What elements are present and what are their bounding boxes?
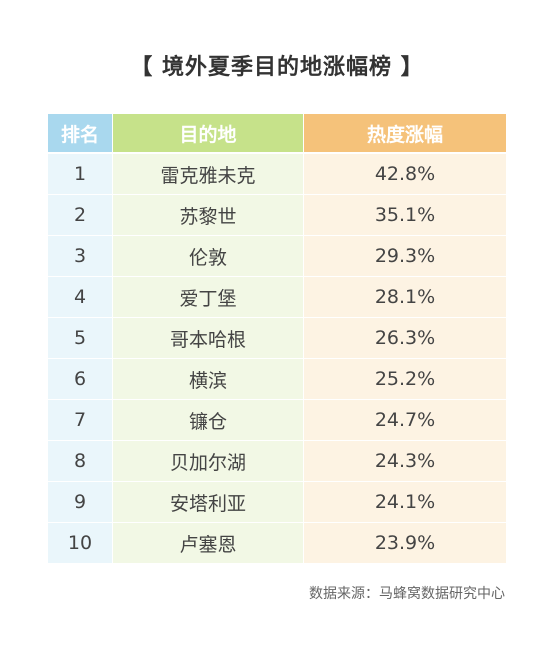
rank-cell: 5 bbox=[48, 318, 112, 358]
destination-cell: 苏黎世 bbox=[113, 195, 303, 235]
table-row: 6 横滨 25.2% bbox=[48, 359, 506, 399]
ranking-table: 排名 目的地 热度涨幅 1 雷克雅未克 42.8% 2 苏黎世 35.1% 3 … bbox=[48, 114, 506, 564]
rise-cell: 35.1% bbox=[304, 195, 506, 235]
header-rise: 热度涨幅 bbox=[304, 114, 506, 152]
table-row: 2 苏黎世 35.1% bbox=[48, 195, 506, 235]
rank-cell: 8 bbox=[48, 441, 112, 481]
header-rank: 排名 bbox=[48, 114, 112, 152]
rise-cell: 24.3% bbox=[304, 441, 506, 481]
rise-cell: 25.2% bbox=[304, 359, 506, 399]
table-row: 4 爱丁堡 28.1% bbox=[48, 277, 506, 317]
rank-cell: 9 bbox=[48, 482, 112, 522]
destination-cell: 安塔利亚 bbox=[113, 482, 303, 522]
rise-cell: 24.7% bbox=[304, 400, 506, 440]
header-destination: 目的地 bbox=[113, 114, 303, 152]
table-row: 1 雷克雅未克 42.8% bbox=[48, 154, 506, 194]
table-header-row: 排名 目的地 热度涨幅 bbox=[48, 114, 506, 152]
rank-cell: 2 bbox=[48, 195, 112, 235]
destination-cell: 贝加尔湖 bbox=[113, 441, 303, 481]
table-row: 9 安塔利亚 24.1% bbox=[48, 482, 506, 522]
rank-cell: 10 bbox=[48, 523, 112, 563]
rise-cell: 29.3% bbox=[304, 236, 506, 276]
rank-cell: 3 bbox=[48, 236, 112, 276]
destination-cell: 伦敦 bbox=[113, 236, 303, 276]
destination-cell: 哥本哈根 bbox=[113, 318, 303, 358]
table-row: 8 贝加尔湖 24.3% bbox=[48, 441, 506, 481]
table-row: 10 卢塞恩 23.9% bbox=[48, 523, 506, 563]
destination-cell: 镰仓 bbox=[113, 400, 303, 440]
destination-cell: 雷克雅未克 bbox=[113, 154, 303, 194]
rise-cell: 28.1% bbox=[304, 277, 506, 317]
destination-cell: 横滨 bbox=[113, 359, 303, 399]
rank-cell: 6 bbox=[48, 359, 112, 399]
page-title: 【 境外夏季目的地涨幅榜 】 bbox=[130, 55, 424, 80]
rank-cell: 7 bbox=[48, 400, 112, 440]
rise-cell: 23.9% bbox=[304, 523, 506, 563]
rise-cell: 24.1% bbox=[304, 482, 506, 522]
destination-cell: 爱丁堡 bbox=[113, 277, 303, 317]
table-row: 3 伦敦 29.3% bbox=[48, 236, 506, 276]
table-row: 5 哥本哈根 26.3% bbox=[48, 318, 506, 358]
rank-cell: 4 bbox=[48, 277, 112, 317]
rise-cell: 42.8% bbox=[304, 154, 506, 194]
destination-cell: 卢塞恩 bbox=[113, 523, 303, 563]
rank-cell: 1 bbox=[48, 154, 112, 194]
table-row: 7 镰仓 24.7% bbox=[48, 400, 506, 440]
rise-cell: 26.3% bbox=[304, 318, 506, 358]
data-source-note: 数据来源：马蜂窝数据研究中心 bbox=[309, 586, 505, 602]
